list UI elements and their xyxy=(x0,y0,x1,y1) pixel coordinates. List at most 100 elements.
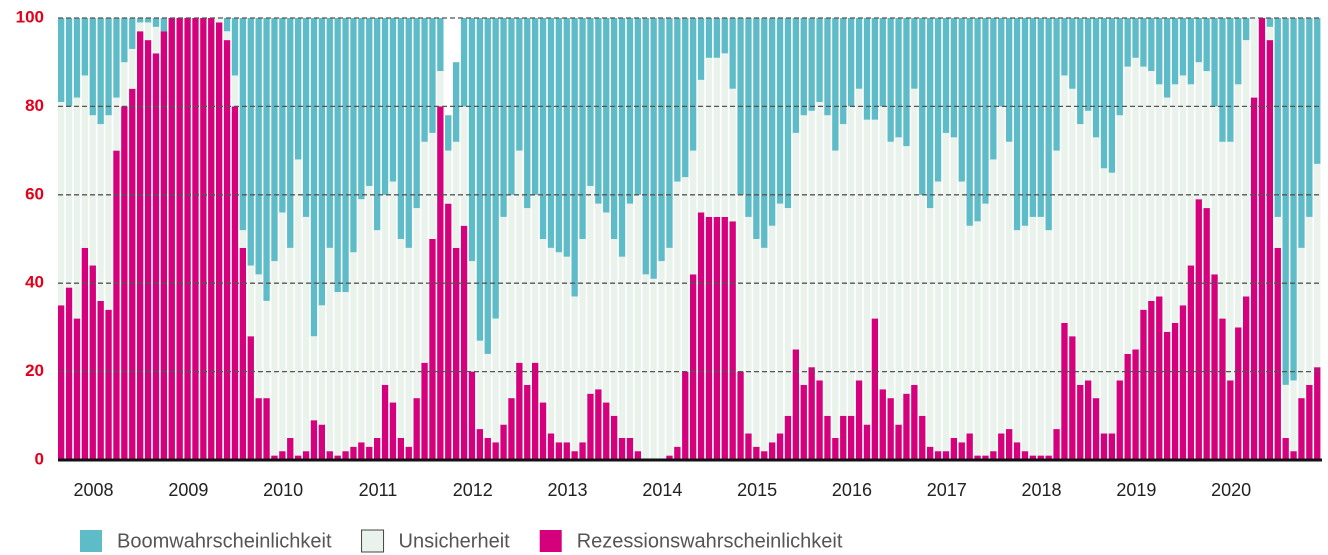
bar-segment xyxy=(1069,88,1076,337)
legend-item: Boomwahrscheinlichkeit xyxy=(80,530,332,552)
bar-segment xyxy=(650,18,657,279)
bar-segment xyxy=(492,442,499,460)
bar-segment xyxy=(1006,18,1013,142)
bar-segment xyxy=(958,18,965,182)
legend-swatch xyxy=(361,529,385,553)
bar-segment xyxy=(81,75,89,248)
bar-segment xyxy=(271,261,278,456)
x-tick-label: 2008 xyxy=(74,480,114,500)
bar-segment xyxy=(539,239,547,403)
bar-segment xyxy=(295,159,302,456)
bar-segment xyxy=(1266,26,1274,41)
bar-segment xyxy=(326,247,333,452)
bar-segment xyxy=(287,18,294,248)
legend-label: Unsicherheit xyxy=(399,530,511,552)
bar-segment xyxy=(302,216,310,452)
bar-segment xyxy=(1092,398,1100,460)
bar-segment xyxy=(1029,455,1037,460)
bar-segment xyxy=(1053,429,1060,460)
bar-segment xyxy=(737,371,744,460)
bar-segment xyxy=(769,442,776,460)
bar-segment xyxy=(618,18,626,257)
bar-segment xyxy=(792,18,800,133)
bar-segment xyxy=(97,124,104,301)
bar-segment xyxy=(966,225,973,434)
x-tick-label: 2013 xyxy=(548,480,588,500)
bar-segment xyxy=(1140,309,1147,460)
bar-segment xyxy=(168,18,175,460)
bar-segment xyxy=(934,181,942,452)
bar-segment xyxy=(65,18,73,107)
bar-segment xyxy=(1045,455,1052,460)
bar-segment xyxy=(121,62,128,107)
bar-segment xyxy=(1314,163,1321,368)
bar-segment xyxy=(666,247,673,456)
bar-segment xyxy=(1195,18,1202,63)
bar-segment xyxy=(58,101,65,306)
bar-segment xyxy=(453,247,460,460)
bar-segment xyxy=(1021,18,1029,226)
bar-segment xyxy=(824,415,831,460)
bar-segment xyxy=(729,18,736,89)
bar-segment xyxy=(974,455,981,460)
bar-segment xyxy=(808,18,815,111)
bar-segment xyxy=(468,261,476,372)
bar-segment xyxy=(200,18,207,460)
bar-segment xyxy=(223,31,231,41)
bar-segment xyxy=(358,199,365,443)
bar-segment xyxy=(942,18,950,133)
bar-segment xyxy=(713,18,721,58)
bar-segment xyxy=(1148,300,1155,460)
bar-segment xyxy=(508,194,515,399)
bar-segment xyxy=(919,415,926,460)
bar-segment xyxy=(603,402,610,460)
bar-segment xyxy=(516,18,523,151)
bar-segment xyxy=(1179,75,1187,306)
bar-segment xyxy=(1179,18,1187,76)
bar-segment xyxy=(279,451,286,460)
bar-segment xyxy=(563,256,570,443)
bar-segment xyxy=(808,110,815,368)
bar-segment xyxy=(769,18,776,226)
bar-segment xyxy=(239,230,247,248)
x-tick-label: 2012 xyxy=(453,480,493,500)
bar-segment xyxy=(1250,18,1258,98)
bar-segment xyxy=(287,437,294,460)
bar-segment xyxy=(792,132,800,350)
bar-segment xyxy=(334,292,341,456)
bar-segment xyxy=(840,18,847,125)
bar-segment xyxy=(626,437,634,460)
bar-segment xyxy=(1100,433,1108,460)
bar-segment xyxy=(1306,384,1313,460)
bar-segment xyxy=(879,389,886,460)
bar-segment xyxy=(666,18,673,248)
bar-segment xyxy=(863,119,871,425)
bar-segment xyxy=(1045,230,1052,456)
bar-segment xyxy=(437,18,444,72)
bar-segment xyxy=(705,57,713,217)
bar-segment xyxy=(445,150,452,204)
bar-segment xyxy=(445,115,452,151)
bar-segment xyxy=(682,177,689,372)
bar-segment xyxy=(697,212,705,460)
bar-segment xyxy=(713,216,721,460)
bar-segment xyxy=(1037,216,1044,456)
bar-segment xyxy=(705,18,713,58)
bar-segment xyxy=(658,261,665,460)
bar-segment xyxy=(658,18,665,262)
bar-segment xyxy=(1187,265,1195,460)
bar-segment xyxy=(137,18,144,23)
bar-segment xyxy=(563,442,570,460)
bar-segment xyxy=(1306,216,1313,385)
bar-segment xyxy=(950,137,958,438)
bar-segment xyxy=(555,252,563,443)
bar-segment xyxy=(800,18,807,116)
bar-segment xyxy=(1148,71,1155,301)
bar-segment xyxy=(855,88,863,381)
bar-segment xyxy=(318,424,326,460)
legend-item: Rezessionswahrscheinlichkeit xyxy=(539,530,843,552)
bar-segment xyxy=(374,18,381,231)
bar-segment xyxy=(776,203,784,434)
bar-segment xyxy=(405,18,412,248)
bar-segment xyxy=(769,225,776,443)
